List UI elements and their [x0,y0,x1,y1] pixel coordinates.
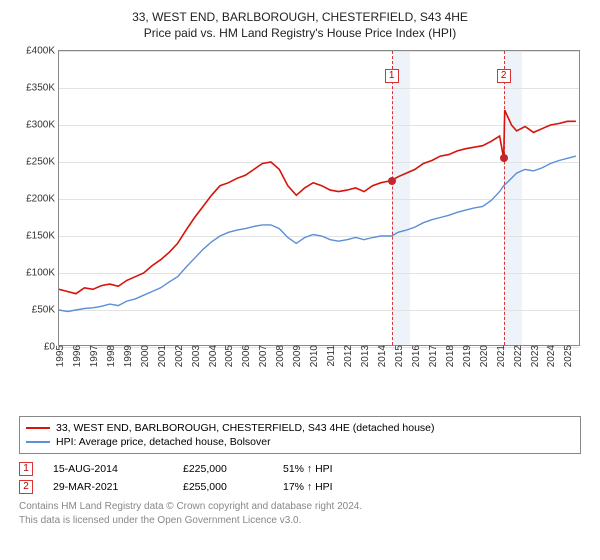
y-axis-label: £100K [26,268,59,279]
x-axis-label: 2006 [241,345,252,367]
legend-item: 33, WEST END, BARLBOROUGH, CHESTERFIELD,… [26,421,574,435]
sale-dot [388,177,396,185]
legend-label: 33, WEST END, BARLBOROUGH, CHESTERFIELD,… [56,422,435,434]
x-axis-label: 2016 [411,345,422,367]
sale-date: 29-MAR-2021 [53,481,163,493]
sale-marker: 1 [19,462,33,476]
y-axis-label: £350K [26,83,59,94]
footer-line-1: Contains HM Land Registry data © Crown c… [19,500,581,514]
y-axis-label: £300K [26,120,59,131]
x-axis-label: 2005 [224,345,235,367]
x-axis-label: 2025 [563,345,574,367]
sale-date: 15-AUG-2014 [53,463,163,475]
x-axis-label: 2015 [394,345,405,367]
x-axis-label: 1997 [89,345,100,367]
series-svg [59,51,581,347]
legend-swatch [26,427,50,429]
titles: 33, WEST END, BARLBOROUGH, CHESTERFIELD,… [12,10,588,40]
x-axis-label: 2019 [462,345,473,367]
x-axis-label: 2008 [275,345,286,367]
x-axis-label: 2001 [157,345,168,367]
footer: Contains HM Land Registry data © Crown c… [19,500,581,527]
x-axis-label: 2017 [428,345,439,367]
x-axis-label: 2018 [445,345,456,367]
event-marker: 2 [497,69,511,83]
sale-price: £255,000 [183,481,263,493]
plot-area: £0£50K£100K£150K£200K£250K£300K£350K£400… [58,50,580,346]
x-axis-label: 1996 [72,345,83,367]
legend-label: HPI: Average price, detached house, Bols… [56,436,271,448]
legend-swatch [26,441,50,443]
y-axis-label: £150K [26,231,59,242]
footer-line-2: This data is licensed under the Open Gov… [19,514,581,528]
y-axis-label: £200K [26,194,59,205]
sales-table: 1 15-AUG-2014 £225,000 51% ↑ HPI 2 29-MAR-202… [19,460,581,496]
sale-price: £225,000 [183,463,263,475]
x-axis-label: 2002 [174,345,185,367]
legend: 33, WEST END, BARLBOROUGH, CHESTERFIELD,… [19,416,581,454]
title-main: 33, WEST END, BARLBOROUGH, CHESTERFIELD,… [12,10,588,24]
x-axis-label: 2022 [513,345,524,367]
event-marker: 1 [385,69,399,83]
x-axis-label: 2014 [377,345,388,367]
y-axis-label: £50K [32,305,59,316]
x-axis-label: 2000 [140,345,151,367]
x-axis-label: 2004 [208,345,219,367]
x-axis-label: 1999 [123,345,134,367]
sales-row: 1 15-AUG-2014 £225,000 51% ↑ HPI [19,460,581,478]
title-sub: Price paid vs. HM Land Registry's House … [12,26,588,40]
legend-item: HPI: Average price, detached house, Bols… [26,435,574,449]
x-axis-label: 2023 [530,345,541,367]
x-axis-label: 2010 [309,345,320,367]
sale-diff: 17% ↑ HPI [283,481,373,493]
x-axis-label: 2011 [326,345,337,367]
y-axis-label: £250K [26,157,59,168]
x-axis-label: 2020 [479,345,490,367]
x-axis-label: 2007 [258,345,269,367]
chart-container: 33, WEST END, BARLBOROUGH, CHESTERFIELD,… [0,0,600,560]
x-axis-label: 2003 [191,345,202,367]
y-axis-label: £400K [26,46,59,57]
sale-dot [500,154,508,162]
sales-row: 2 29-MAR-2021 £255,000 17% ↑ HPI [19,478,581,496]
sale-marker: 2 [19,480,33,494]
chart-area: £0£50K£100K£150K£200K£250K£300K£350K£400… [12,46,588,386]
x-axis-label: 2012 [343,345,354,367]
series-price_paid [59,110,576,294]
x-axis-label: 1995 [55,345,66,367]
series-hpi [59,156,576,311]
x-axis-label: 1998 [106,345,117,367]
sale-diff: 51% ↑ HPI [283,463,373,475]
x-axis-label: 2021 [496,345,507,367]
x-axis-label: 2013 [360,345,371,367]
x-axis-label: 2024 [546,345,557,367]
x-axis-label: 2009 [292,345,303,367]
